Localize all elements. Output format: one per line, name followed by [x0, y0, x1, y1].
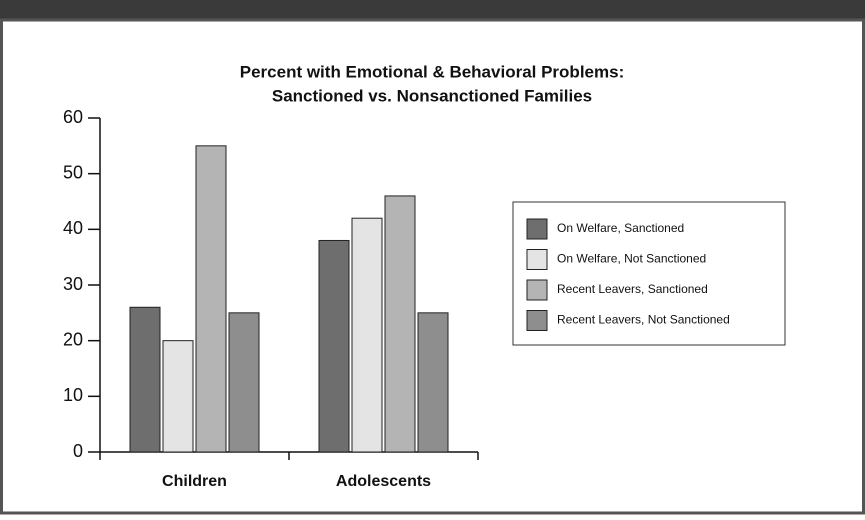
y-tick-label: 40: [63, 218, 83, 238]
legend-swatch: [526, 249, 548, 270]
bar: [351, 217, 383, 453]
legend-label: On Welfare, Sanctioned: [557, 221, 684, 235]
legend-swatch: [526, 218, 548, 240]
legend-label: Recent Leavers, Sanctioned: [557, 282, 708, 296]
x-tick-label: Adolescents: [336, 473, 431, 490]
x-tick-label: Children: [162, 473, 227, 490]
chart-title: Sanctioned vs. Nonsanctioned Families: [272, 86, 592, 105]
y-tick-label: 20: [63, 329, 83, 349]
chart-title: Percent with Emotional & Behavioral Prob…: [240, 62, 624, 81]
legend-swatch: [526, 279, 548, 301]
bar: [228, 312, 260, 453]
legend-swatch: [526, 310, 548, 331]
header-band: [0, 0, 865, 20]
bar: [162, 340, 194, 453]
y-tick-label: 60: [63, 107, 83, 127]
bar: [129, 306, 161, 453]
legend-label: On Welfare, Not Sanctioned: [557, 252, 706, 266]
frame: [0, 18, 865, 515]
bar: [318, 239, 350, 453]
y-tick-label: 30: [63, 274, 83, 294]
bar: [195, 145, 227, 453]
y-tick-label: 10: [63, 385, 83, 405]
legend-label: Recent Leavers, Not Sanctioned: [557, 313, 730, 327]
legend-box: [512, 201, 786, 346]
y-tick-label: 50: [63, 162, 83, 182]
bar: [384, 195, 416, 453]
y-tick-label: 0: [73, 441, 83, 461]
bar: [417, 312, 449, 453]
